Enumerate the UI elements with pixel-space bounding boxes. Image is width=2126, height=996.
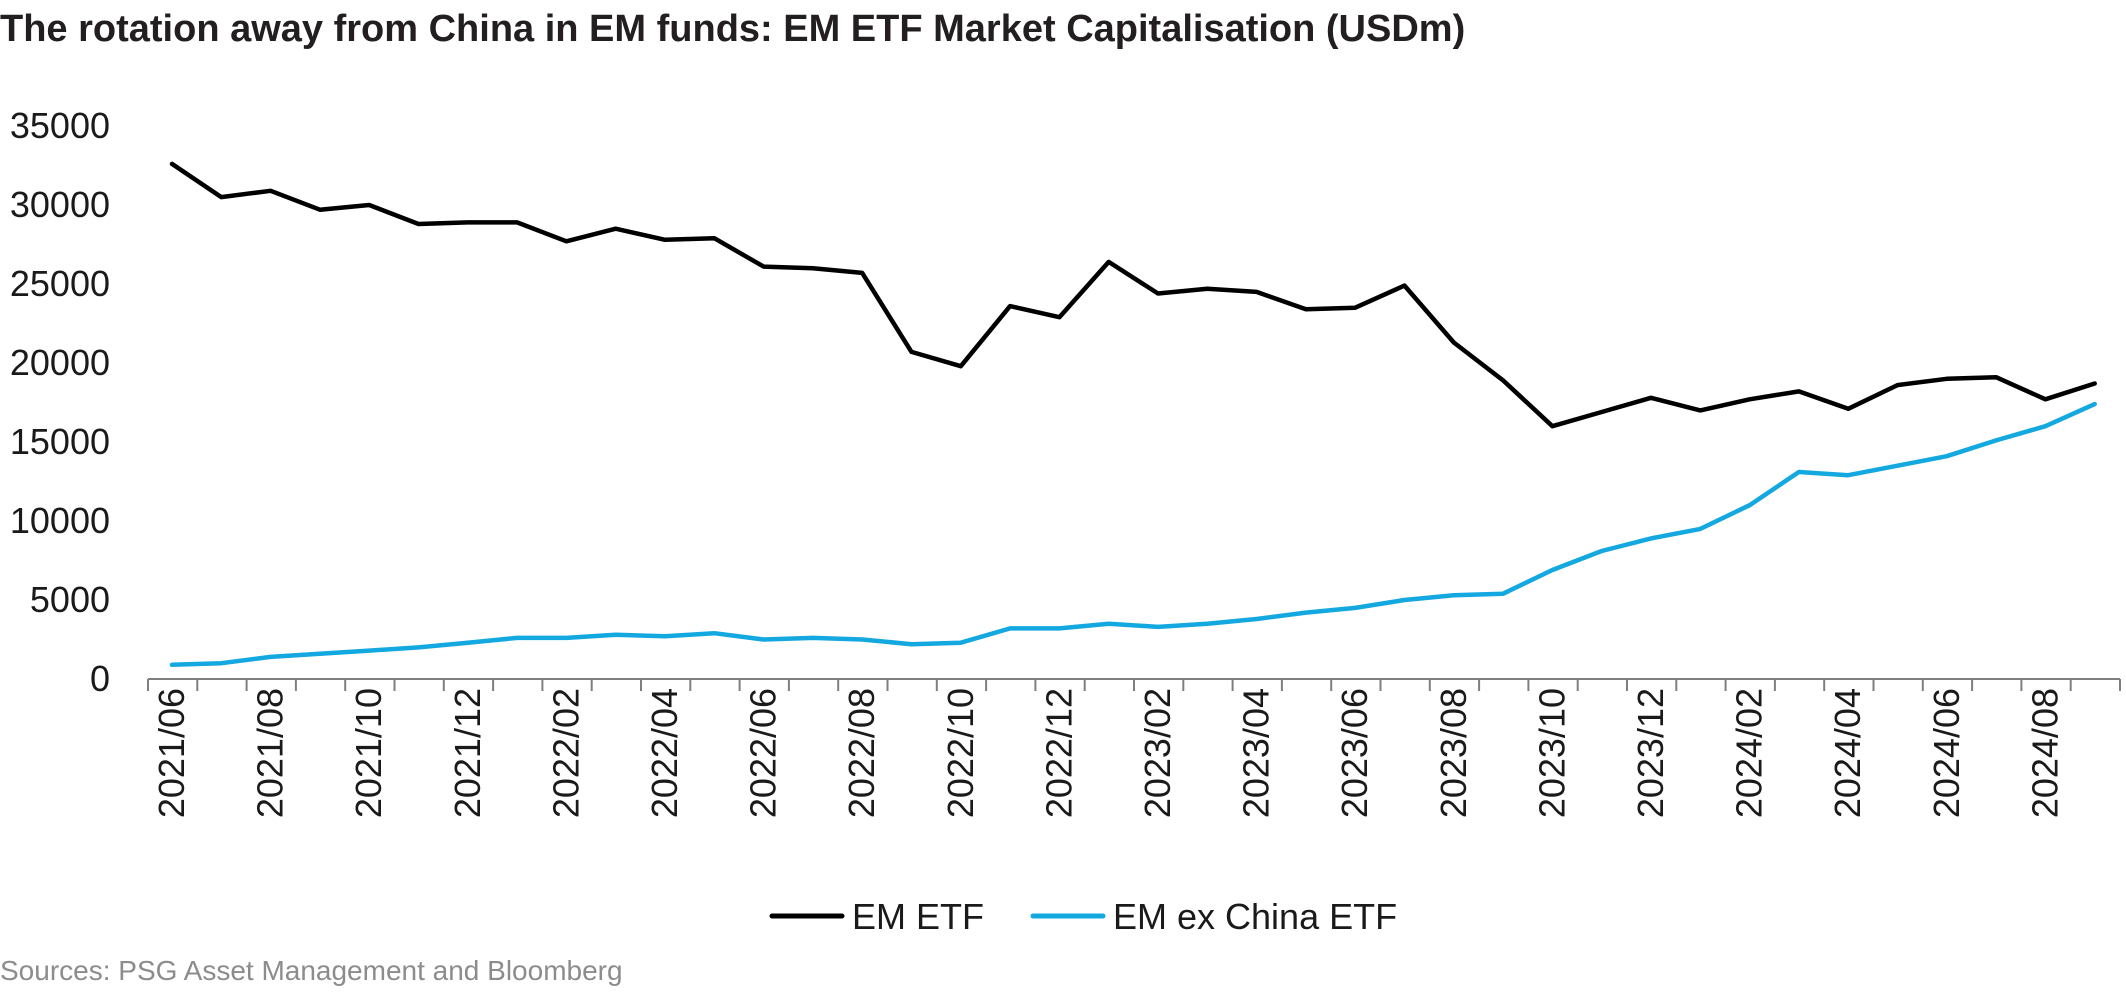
y-tick-label: 15000 <box>10 421 110 462</box>
x-tick-label: 2022/04 <box>644 688 685 818</box>
chart-title: The rotation away from China in EM funds… <box>0 8 1466 50</box>
x-tick-label: 2023/02 <box>1137 688 1178 818</box>
x-tick-label: 2021/08 <box>250 688 291 818</box>
x-tick-label: 2024/04 <box>1827 688 1868 818</box>
x-tick-label: 2024/08 <box>2024 688 2065 818</box>
x-tick-label: 2022/02 <box>545 688 586 818</box>
series-layer <box>169 161 2097 668</box>
x-tick-label: 2023/04 <box>1236 688 1277 818</box>
x-tick-label: 2023/10 <box>1531 688 1572 818</box>
x-tick-label: 2022/06 <box>743 688 784 818</box>
legend-item-em-etf-label: EM ETF <box>852 896 984 937</box>
series-line-em-etf <box>169 161 2097 429</box>
x-tick-label: 2023/08 <box>1433 688 1474 818</box>
x-tick-label: 2021/12 <box>447 688 488 818</box>
x-tick-label: 2024/02 <box>1729 688 1770 818</box>
y-tick-label: 10000 <box>10 500 110 541</box>
x-tick-label: 2021/10 <box>348 688 389 818</box>
x-tick-label: 2022/12 <box>1038 688 1079 818</box>
series-line-em-ex-china-etf <box>169 401 2097 668</box>
x-tick-label: 2024/06 <box>1926 688 1967 818</box>
legend-item-em-ex-china-etf-label: EM ex China ETF <box>1113 896 1397 937</box>
y-tick-label: 30000 <box>10 184 110 225</box>
x-tick-label: 2023/06 <box>1334 688 1375 818</box>
x-tick-label: 2022/08 <box>841 688 882 818</box>
y-tick-label: 25000 <box>10 263 110 304</box>
y-tick-label: 35000 <box>10 105 110 146</box>
x-axis: 2021/06 2021/08 2021/10 2021/12 2022/02 2022/… <box>147 678 2121 818</box>
x-tick-label: 2021/06 <box>151 688 192 818</box>
y-tick-label: 5000 <box>30 579 110 620</box>
y-tick-label: 20000 <box>10 342 110 383</box>
legend: EM ETF EM ex China ETF <box>769 896 1397 937</box>
source-note: Sources: PSG Asset Management and Bloomb… <box>0 955 623 986</box>
x-tick-label: 2023/12 <box>1630 688 1671 818</box>
x-tick-label: 2022/10 <box>940 688 981 818</box>
y-axis-labels: 0 5000 10000 15000 20000 25000 30000 35000 <box>10 105 110 699</box>
y-tick-label: 0 <box>90 658 110 699</box>
